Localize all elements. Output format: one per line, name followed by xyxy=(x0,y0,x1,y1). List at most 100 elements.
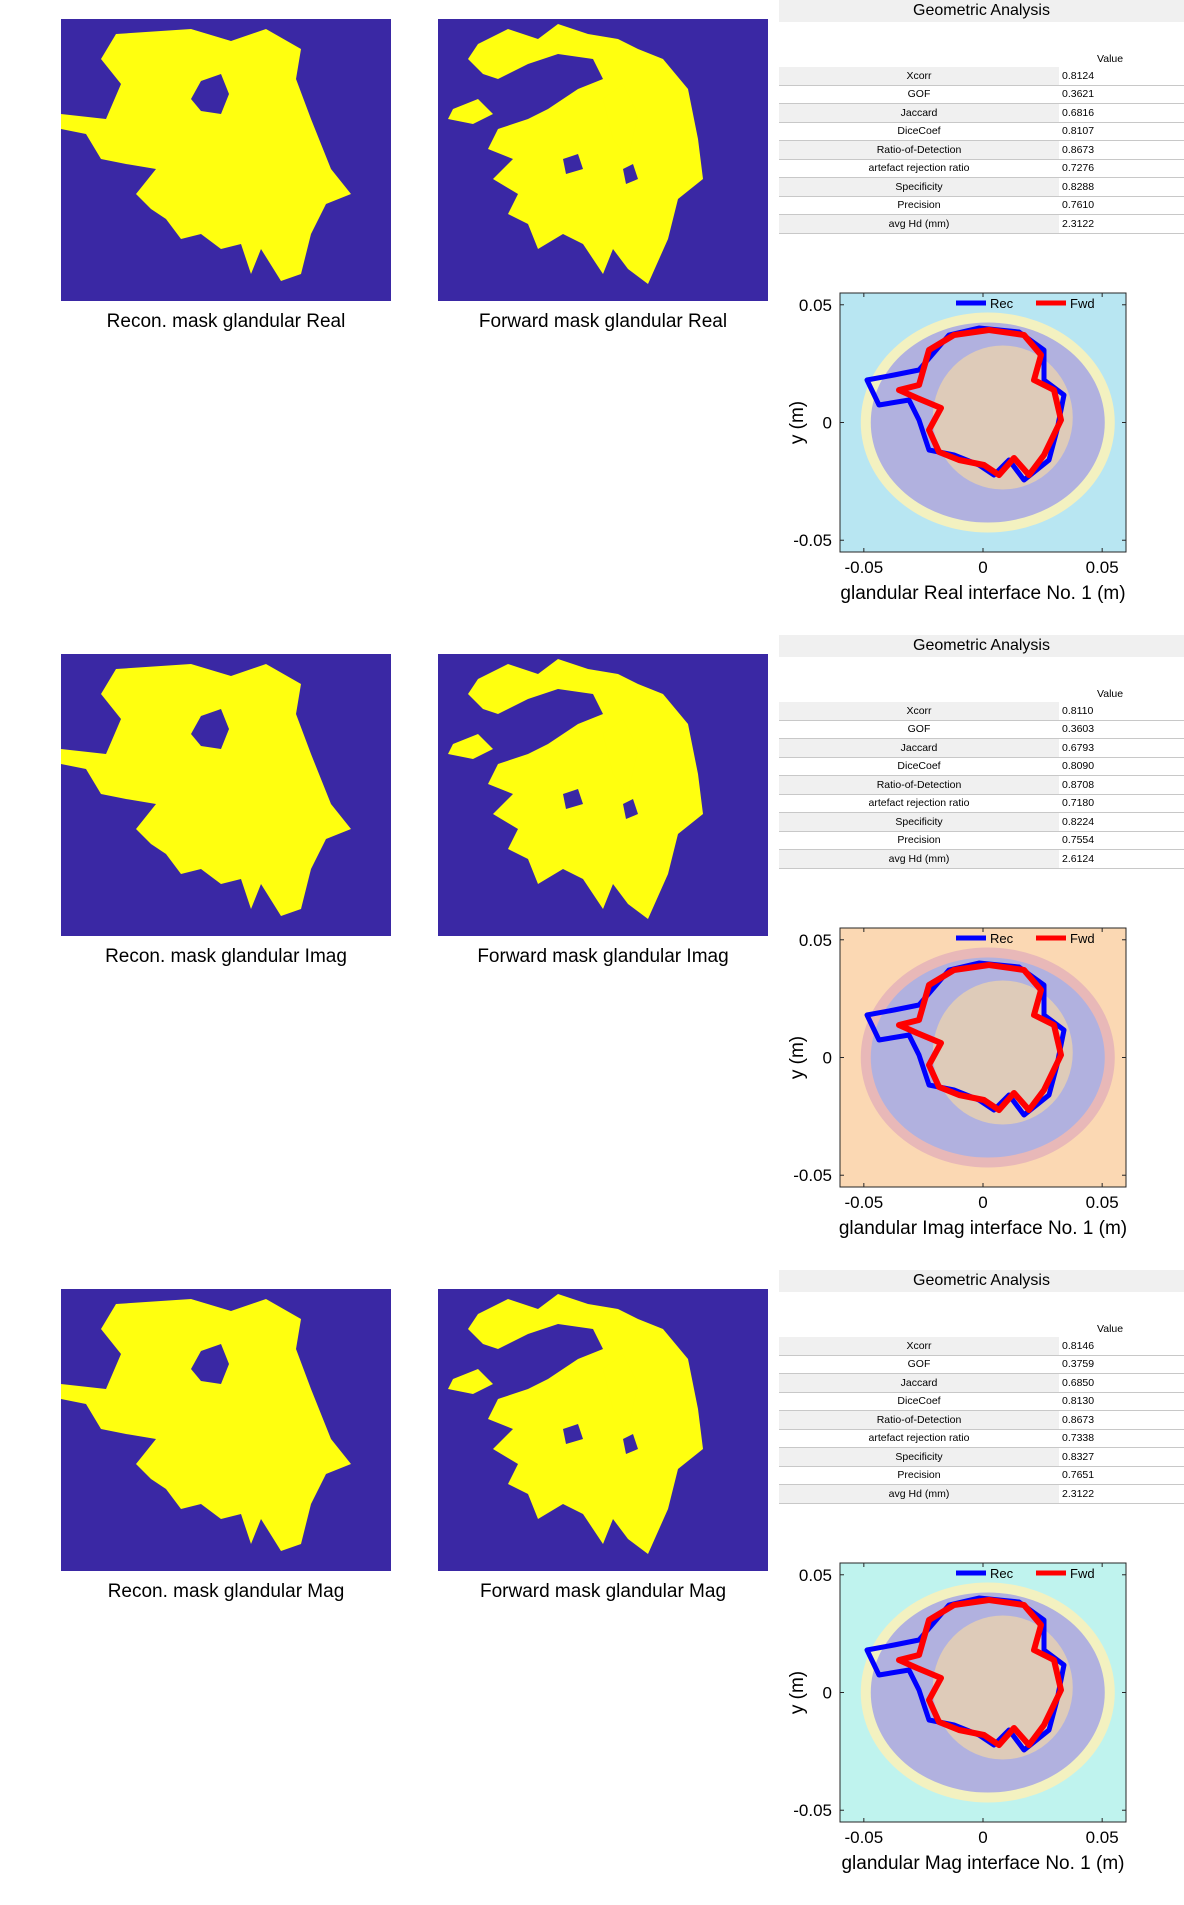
metric-label: Specificity xyxy=(779,177,1059,197)
table-row: Ratio-of-Detection 0.8708 xyxy=(779,775,1184,795)
glandular-region xyxy=(61,1299,351,1551)
metric-label: artefact rejection ratio xyxy=(779,1429,1059,1448)
geometric-analysis-title: Geometric Analysis xyxy=(779,0,1184,22)
metric-label: artefact rejection ratio xyxy=(779,794,1059,813)
metric-label: Ratio-of-Detection xyxy=(779,775,1059,795)
recon-mask-image xyxy=(61,19,391,301)
glandular-region xyxy=(603,1354,638,1429)
y-tick-label: 0 xyxy=(823,1684,832,1703)
value-column-header: Value xyxy=(779,50,1184,67)
table-row: Specificity 0.8224 xyxy=(779,812,1184,832)
x-axis-label: glandular Real interface No. 1 (m) xyxy=(840,583,1125,604)
x-axis-label: glandular Imag interface No. 1 (m) xyxy=(839,1218,1127,1239)
metric-value: 0.8673 xyxy=(1059,1410,1184,1430)
metric-label: GOF xyxy=(779,720,1059,739)
x-tick-label: -0.05 xyxy=(844,1193,883,1212)
metric-value: 2.6124 xyxy=(1059,849,1184,869)
y-tick-label: -0.05 xyxy=(793,1801,832,1820)
table-row: Xcorr 0.8146 xyxy=(779,1337,1184,1356)
glandular-region xyxy=(61,29,351,281)
metric-label: Jaccard xyxy=(779,1373,1059,1393)
glandular-region xyxy=(468,659,703,919)
table-row: avg Hd (mm) 2.3122 xyxy=(779,1484,1184,1504)
metric-label: DiceCoef xyxy=(779,1392,1059,1411)
table-row: Precision 0.7651 xyxy=(779,1466,1184,1485)
metric-value: 0.8090 xyxy=(1059,757,1184,776)
table-row: Ratio-of-Detection 0.8673 xyxy=(779,1410,1184,1430)
metric-label: Specificity xyxy=(779,812,1059,832)
legend-label-fwd: Fwd xyxy=(1070,1566,1095,1581)
analysis-section: Recon. mask glandular Real Forward mask g… xyxy=(0,0,1184,635)
metric-label: avg Hd (mm) xyxy=(779,1484,1059,1504)
x-tick-label: 0 xyxy=(978,1828,987,1847)
metrics-table: Value Xcorr 0.8110 GOF 0.3603 Jaccard 0.6793 Di… xyxy=(779,685,1184,869)
metric-label: Ratio-of-Detection xyxy=(779,140,1059,160)
table-row: artefact rejection ratio 0.7276 xyxy=(779,159,1184,178)
metric-label: Specificity xyxy=(779,1447,1059,1467)
mask-hole xyxy=(623,164,638,184)
metric-label: Precision xyxy=(779,1466,1059,1485)
table-row: avg Hd (mm) 2.6124 xyxy=(779,849,1184,869)
x-tick-label: 0 xyxy=(978,558,987,577)
metric-value: 0.8327 xyxy=(1059,1447,1184,1467)
table-row: DiceCoef 0.8107 xyxy=(779,122,1184,141)
metric-value: 0.7180 xyxy=(1059,794,1184,813)
x-axis-label: glandular Mag interface No. 1 (m) xyxy=(841,1853,1124,1874)
metric-value: 0.8673 xyxy=(1059,140,1184,160)
fwd-contour xyxy=(896,327,1064,478)
forward-mask-image xyxy=(438,1289,768,1571)
mask-hole xyxy=(191,1344,229,1384)
interface-plot: -0.05 0 0.05 0.05 0 -0.05 glandular Imag inter… xyxy=(787,927,1127,1239)
table-row: Specificity 0.8327 xyxy=(779,1447,1184,1467)
table-row: artefact rejection ratio 0.7180 xyxy=(779,794,1184,813)
metric-value: 0.7276 xyxy=(1059,159,1184,178)
metric-label: avg Hd (mm) xyxy=(779,849,1059,869)
legend-label-rec: Rec xyxy=(990,931,1014,946)
glandular-region xyxy=(468,1294,703,1554)
y-axis-label: y (m) xyxy=(787,401,808,444)
geometric-analysis-title: Geometric Analysis xyxy=(779,635,1184,657)
recon-mask xyxy=(61,19,391,301)
legend-label-rec: Rec xyxy=(990,296,1014,311)
legend-label-rec: Rec xyxy=(990,1566,1014,1581)
x-tick-label: -0.05 xyxy=(844,1828,883,1847)
y-tick-label: 0.05 xyxy=(799,296,832,315)
table-row: Jaccard 0.6816 xyxy=(779,103,1184,123)
glandular-region xyxy=(603,719,638,794)
metric-label: Xcorr xyxy=(779,1337,1059,1356)
table-row: Ratio-of-Detection 0.8673 xyxy=(779,140,1184,160)
glandular-region xyxy=(448,1369,493,1394)
mask-hole xyxy=(623,1434,638,1454)
y-tick-label: 0 xyxy=(823,414,832,433)
metric-value: 0.7651 xyxy=(1059,1466,1184,1485)
table-row: Xcorr 0.8110 xyxy=(779,702,1184,721)
geometric-analysis-title: Geometric Analysis xyxy=(779,1270,1184,1292)
metric-label: Jaccard xyxy=(779,738,1059,758)
analysis-section: Recon. mask glandular Imag Forward mask g… xyxy=(0,635,1184,1270)
metric-label: Precision xyxy=(779,831,1059,850)
metric-value: 0.7610 xyxy=(1059,196,1184,215)
recon-mask xyxy=(61,1289,391,1571)
metric-label: Ratio-of-Detection xyxy=(779,1410,1059,1430)
interface-plot-container: -0.05 0 0.05 0.05 0 -0.05 glandular Real inter… xyxy=(779,280,1184,635)
metric-value: 0.6816 xyxy=(1059,103,1184,123)
x-tick-label: 0.05 xyxy=(1086,1828,1119,1847)
metric-value: 0.6793 xyxy=(1059,738,1184,758)
metric-label: DiceCoef xyxy=(779,757,1059,776)
table-row: GOF 0.3621 xyxy=(779,85,1184,104)
forward-mask-caption: Forward mask glandular Mag xyxy=(479,1581,727,1602)
value-column-header: Value xyxy=(779,1320,1184,1337)
mask-hole xyxy=(563,154,583,174)
metric-label: Xcorr xyxy=(779,702,1059,721)
metrics-table: Value Xcorr 0.8146 GOF 0.3759 Jaccard 0.6850 Di… xyxy=(779,1320,1184,1504)
y-tick-label: 0 xyxy=(823,1049,832,1068)
table-row: artefact rejection ratio 0.7338 xyxy=(779,1429,1184,1448)
metric-label: GOF xyxy=(779,85,1059,104)
forward-mask-caption: Forward mask glandular Real xyxy=(478,311,728,332)
metric-value: 0.3603 xyxy=(1059,720,1184,739)
metric-label: GOF xyxy=(779,1355,1059,1374)
interface-plot-container: -0.05 0 0.05 0.05 0 -0.05 glandular Imag inter… xyxy=(779,915,1184,1270)
x-tick-label: 0 xyxy=(978,1193,987,1212)
table-row: DiceCoef 0.8130 xyxy=(779,1392,1184,1411)
table-row: Xcorr 0.8124 xyxy=(779,67,1184,86)
